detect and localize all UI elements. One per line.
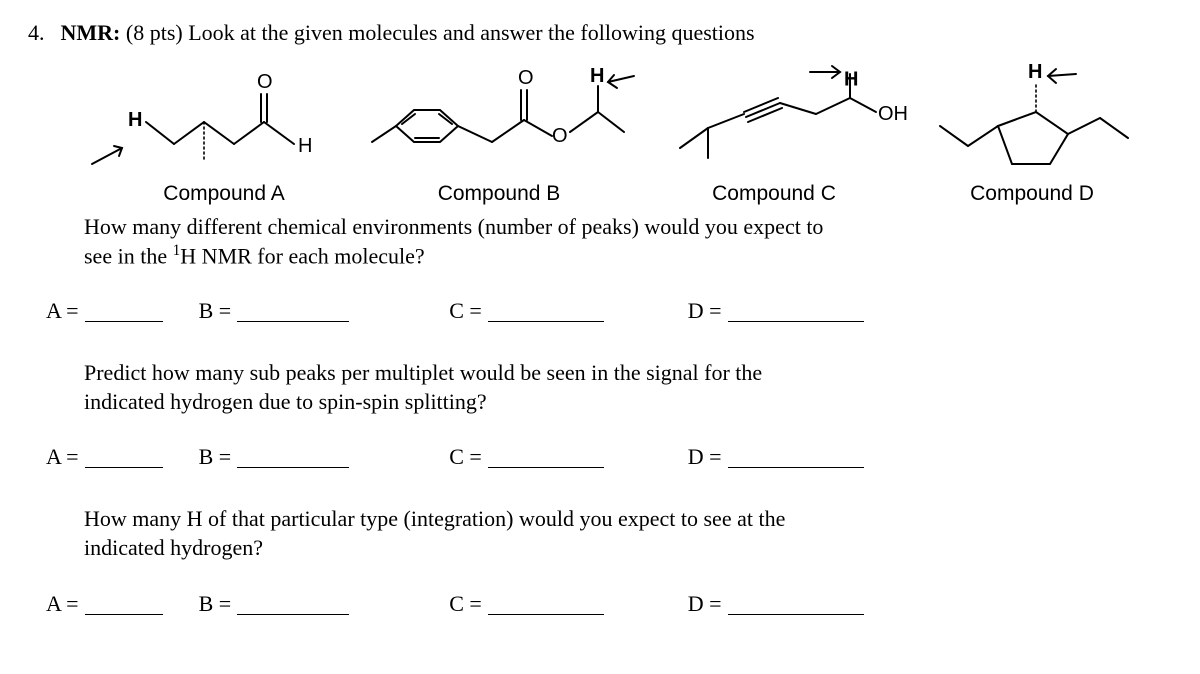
label-c: C = — [449, 591, 482, 617]
compound-label: Compound D — [914, 182, 1150, 206]
blank-c[interactable] — [488, 608, 604, 615]
blank-d[interactable] — [728, 461, 864, 468]
compound-a-svg: H H O — [84, 64, 344, 174]
ans-c: C = — [449, 298, 604, 324]
compound-d-box: H — [928, 64, 1158, 174]
ans-c: C = — [449, 444, 604, 470]
blank-c[interactable] — [488, 315, 604, 322]
label-a: A = — [46, 298, 79, 324]
atom-label: O — [257, 71, 273, 93]
ans-c: C = — [449, 591, 604, 617]
q1-line2-pre: see in the — [84, 243, 173, 268]
label-c: C = — [449, 298, 482, 324]
answer-row-3: A = B = C = D = — [46, 591, 1172, 617]
compound-c-svg: H OH — [660, 64, 920, 174]
q1-line1: How many different chemical environments… — [84, 214, 823, 239]
blank-b[interactable] — [237, 315, 349, 322]
question-2-text: Predict how many sub peaks per multiplet… — [84, 358, 1172, 416]
atom-label: H — [590, 65, 604, 87]
compound-label: Compound C — [634, 182, 914, 206]
ans-a: A = — [46, 591, 163, 617]
blank-c[interactable] — [488, 461, 604, 468]
q2-line2: indicated hydrogen due to spin-spin spli… — [84, 389, 487, 414]
atom-label: H — [844, 69, 858, 91]
label-d: D = — [688, 444, 722, 470]
label-b: B = — [199, 444, 232, 470]
label-b: B = — [199, 591, 232, 617]
compound-d-svg: H — [928, 64, 1158, 174]
label-a: A = — [46, 591, 79, 617]
blank-a[interactable] — [85, 461, 163, 468]
blank-a[interactable] — [85, 315, 163, 322]
ans-a: A = — [46, 444, 163, 470]
title-pts: (8 pts) — [126, 20, 183, 45]
ans-b: B = — [199, 444, 350, 470]
ans-d: D = — [688, 298, 864, 324]
label-a: A = — [46, 444, 79, 470]
atom-label: H — [1028, 64, 1042, 83]
blank-a[interactable] — [85, 608, 163, 615]
compound-a-box: H H O — [84, 64, 344, 174]
atom-label: O — [518, 67, 534, 89]
atom-label: H — [128, 109, 142, 131]
atom-label: OH — [878, 103, 908, 125]
question-3-text: How many H of that particular type (inte… — [84, 504, 1172, 562]
compound-b-svg: O O H — [352, 64, 652, 174]
title-strong: NMR: — [61, 20, 121, 45]
question-header: 4. NMR: (8 pts) Look at the given molecu… — [28, 20, 1172, 46]
question-title: NMR: (8 pts) Look at the given molecules… — [61, 20, 755, 46]
atom-label: H — [298, 135, 312, 157]
q2-line1: Predict how many sub peaks per multiplet… — [84, 360, 762, 385]
title-rest: Look at the given molecules and answer t… — [188, 20, 754, 45]
label-d: D = — [688, 591, 722, 617]
question-1-text: How many different chemical environments… — [84, 212, 1172, 270]
compound-b-box: O O H — [352, 64, 652, 174]
ans-b: B = — [199, 591, 350, 617]
blank-d[interactable] — [728, 315, 864, 322]
atom-label: O — [552, 125, 568, 147]
blank-b[interactable] — [237, 608, 349, 615]
answer-row-1: A = B = C = D = — [46, 298, 1172, 324]
compound-labels-row: Compound A Compound B Compound C Compoun… — [84, 182, 1172, 206]
label-c: C = — [449, 444, 482, 470]
question-number: 4. — [28, 20, 45, 46]
compound-c-box: H OH — [660, 64, 920, 174]
q1-line2-post: H NMR for each molecule? — [180, 243, 424, 268]
molecules-row: H H O — [84, 54, 1172, 174]
ans-b: B = — [199, 298, 350, 324]
q3-line1: How many H of that particular type (inte… — [84, 506, 785, 531]
blank-d[interactable] — [728, 608, 864, 615]
answer-row-2: A = B = C = D = — [46, 444, 1172, 470]
compound-label: Compound B — [364, 182, 634, 206]
label-d: D = — [688, 298, 722, 324]
ans-a: A = — [46, 298, 163, 324]
blank-b[interactable] — [237, 461, 349, 468]
q3-line2: indicated hydrogen? — [84, 535, 263, 560]
ans-d: D = — [688, 591, 864, 617]
compound-label: Compound A — [84, 182, 364, 206]
label-b: B = — [199, 298, 232, 324]
ans-d: D = — [688, 444, 864, 470]
